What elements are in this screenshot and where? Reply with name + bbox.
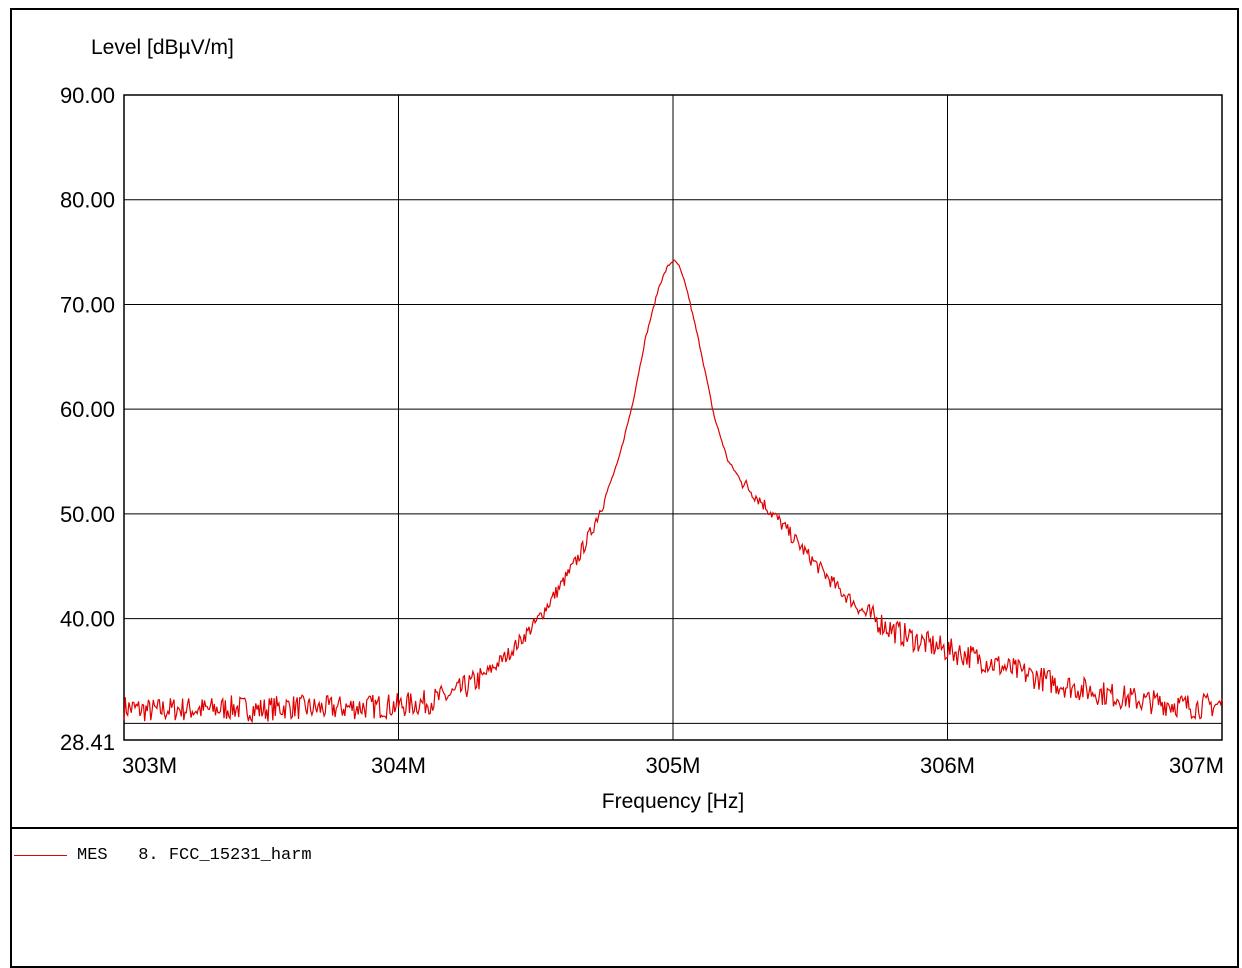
y-tick-label: 60.00 <box>60 397 115 422</box>
grid-layer <box>124 95 1222 740</box>
legend-series-label: MES 8. FCC_15231_harm <box>77 845 312 865</box>
y-axis-title: Level [dBµV/m] <box>91 36 234 59</box>
x-axis-title: Frequency [Hz] <box>602 790 744 813</box>
x-tick-label: 307M <box>1169 753 1224 778</box>
y-tick-label: 70.00 <box>60 292 115 317</box>
legend: MES 8. FCC_15231_harm <box>14 843 312 867</box>
x-tick-label: 305M <box>645 753 700 778</box>
series-line-mes-8 <box>123 259 1223 724</box>
legend-swatch <box>14 854 67 856</box>
tick-labels: 303M 304M 305M 306M 307M 90.00 80.00 70.00 60.00… <box>60 83 1224 778</box>
series-layer <box>123 259 1223 724</box>
y-tick-label: 80.00 <box>60 188 115 213</box>
y-tick-label: 28.41 <box>60 730 115 755</box>
x-tick-label: 303M <box>122 753 177 778</box>
y-tick-label: 40.00 <box>60 607 115 632</box>
chart-frame <box>10 8 1239 968</box>
plot-area <box>123 94 1223 741</box>
x-tick-label: 304M <box>371 753 426 778</box>
x-tick-label: 306M <box>920 753 975 778</box>
y-tick-label: 90.00 <box>60 83 115 108</box>
legend-divider <box>10 827 1239 829</box>
y-tick-label: 50.00 <box>60 502 115 527</box>
